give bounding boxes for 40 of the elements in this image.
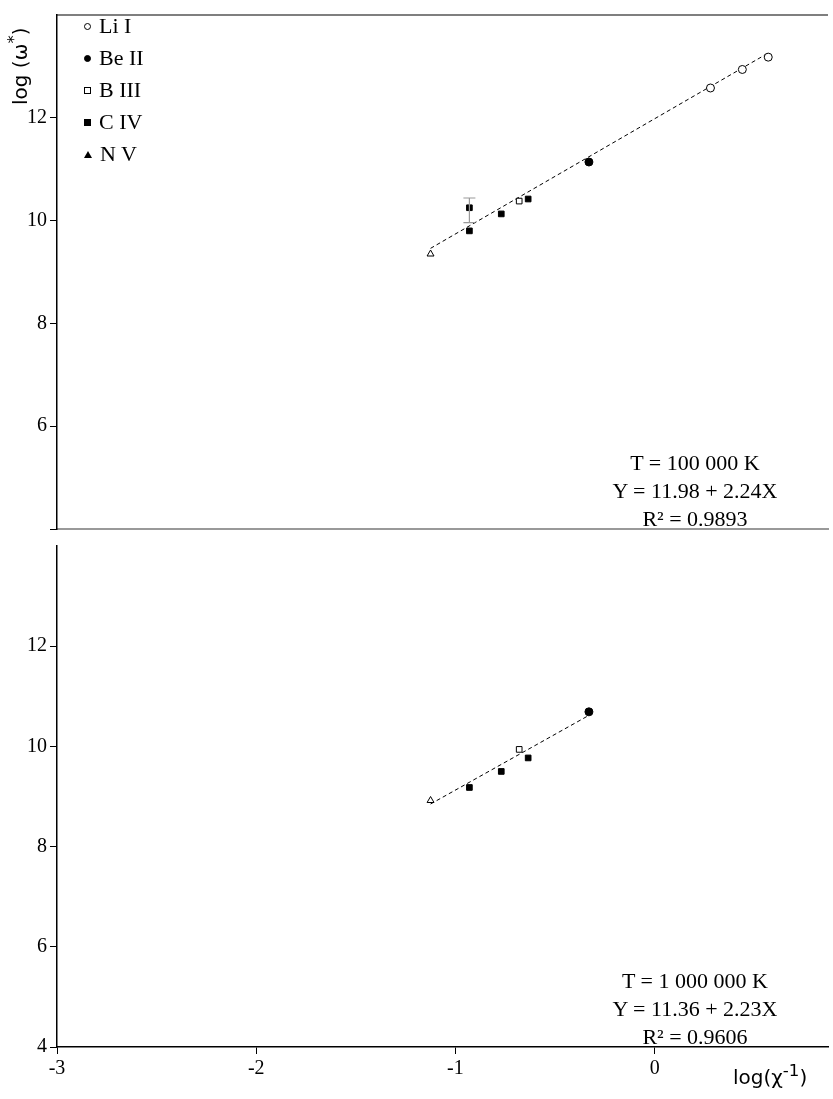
point xyxy=(524,195,532,203)
x-axis-title: log(χ$^{-1}$) xyxy=(733,1061,808,1089)
y-tick-label: 8 xyxy=(37,833,47,856)
y-tick-label: 4 xyxy=(37,1034,47,1057)
annotation: T = 100 000 K xyxy=(630,449,760,475)
x-tick-label: 0 xyxy=(649,1056,660,1079)
y-tick-label: 10 xyxy=(27,733,47,756)
legend-label: C IV xyxy=(99,108,143,136)
legend-label: B III xyxy=(99,76,142,104)
y-tick-label: 12 xyxy=(27,633,47,656)
point xyxy=(737,64,747,74)
point xyxy=(426,249,435,257)
y-tick-label: 8 xyxy=(37,310,47,333)
x-tick-label: -3 xyxy=(48,1056,66,1079)
legend-label: Li I xyxy=(99,12,132,40)
annotation: R² = 0.9606 xyxy=(642,1023,748,1049)
legend-label: N V xyxy=(100,140,137,168)
point xyxy=(763,52,773,62)
point xyxy=(524,754,532,762)
y-tick-label: 12 xyxy=(27,105,47,128)
point xyxy=(584,157,594,167)
annotation: R² = 0.9893 xyxy=(642,505,748,531)
legend-label: Be II xyxy=(99,44,144,72)
point xyxy=(515,197,523,205)
point xyxy=(497,768,505,775)
y-tick-label: 10 xyxy=(27,207,47,230)
y-tick-label: 6 xyxy=(37,413,47,436)
point xyxy=(497,210,505,218)
point xyxy=(515,746,523,753)
point xyxy=(466,227,473,235)
point xyxy=(705,83,715,93)
y-tick-label: 6 xyxy=(37,934,47,957)
point xyxy=(426,796,435,804)
annotation: Y = 11.98 + 2.24X xyxy=(612,477,778,503)
annotation: T = 1 000 000 K xyxy=(622,967,769,993)
point xyxy=(584,707,594,717)
x-tick-label: -1 xyxy=(447,1056,464,1079)
point xyxy=(466,784,473,791)
x-tick-label: -2 xyxy=(247,1056,265,1079)
annotation: Y = 11.36 + 2.23X xyxy=(612,995,778,1021)
